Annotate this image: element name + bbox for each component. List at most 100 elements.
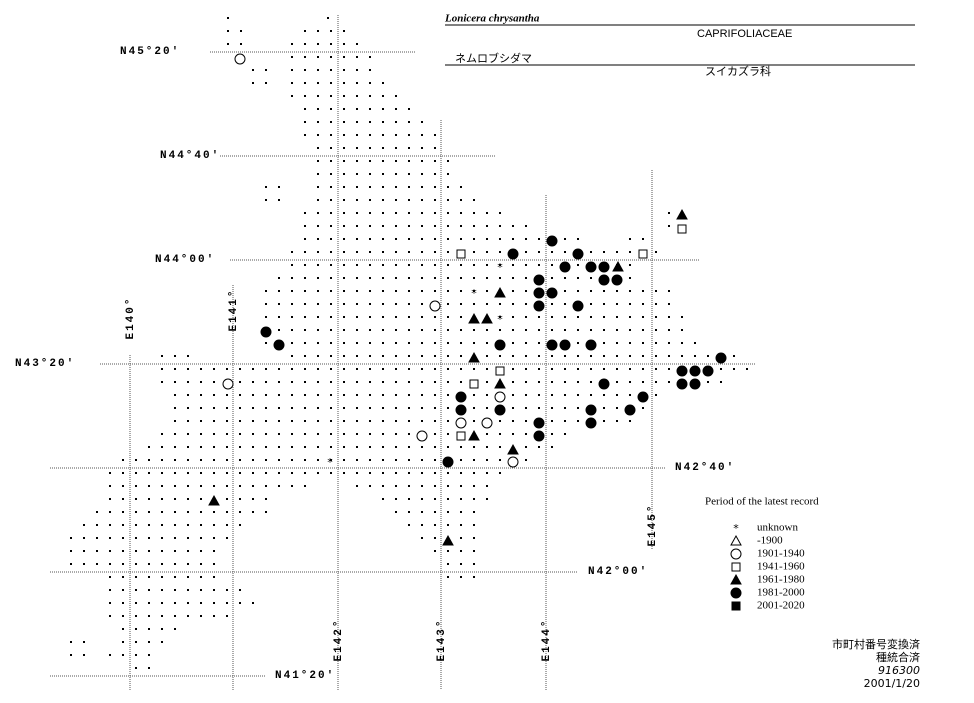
- mesh-dot: [408, 173, 410, 175]
- mesh-dot: [343, 69, 345, 71]
- mesh-dot: [421, 446, 423, 448]
- mesh-dot: [525, 355, 527, 357]
- mesh-dot: [395, 199, 397, 201]
- mesh-dot: [486, 407, 488, 409]
- mesh-dot: [460, 264, 462, 266]
- mesh-dot: [291, 485, 293, 487]
- mesh-dot: [343, 472, 345, 474]
- mesh-dot: [304, 342, 306, 344]
- legend-label: -1900: [757, 535, 783, 547]
- mesh-dot: [304, 238, 306, 240]
- mesh-dot: [148, 446, 150, 448]
- mesh-dot: [421, 459, 423, 461]
- mesh-dot: [642, 381, 644, 383]
- mesh-dot: [330, 446, 332, 448]
- mesh-dot: [226, 485, 228, 487]
- mesh-dot: [642, 407, 644, 409]
- mesh-dot: [200, 485, 202, 487]
- mesh-dot: [252, 368, 254, 370]
- mesh-dot: [616, 368, 618, 370]
- mesh-dot: [304, 355, 306, 357]
- mesh-dot: [486, 303, 488, 305]
- mesh-dot: [577, 277, 579, 279]
- mesh-dot: [317, 407, 319, 409]
- mesh-dot: [200, 563, 202, 565]
- mesh-dot: [421, 368, 423, 370]
- mesh-dot: [473, 472, 475, 474]
- record-symbol: [494, 339, 506, 351]
- record-symbol: [429, 300, 441, 312]
- mesh-dot: [343, 212, 345, 214]
- mesh-dot: [343, 251, 345, 253]
- mesh-dot: [343, 433, 345, 435]
- mesh-dot: [733, 368, 735, 370]
- mesh-dot: [291, 56, 293, 58]
- mesh-dot: [382, 225, 384, 227]
- mesh-dot: [551, 394, 553, 396]
- mesh-dot: [278, 472, 280, 474]
- mesh-dot: [434, 446, 436, 448]
- mesh-dot: [226, 498, 228, 500]
- mesh-dot: [434, 264, 436, 266]
- mesh-dot: [356, 459, 358, 461]
- mesh-dot: [577, 342, 579, 344]
- mesh-dot: [240, 43, 242, 45]
- mesh-dot: [187, 368, 189, 370]
- legend-symbol: [730, 573, 742, 585]
- mesh-dot: [148, 628, 150, 630]
- mesh-dot: [291, 368, 293, 370]
- mesh-dot: [265, 82, 267, 84]
- record-symbol: [598, 274, 610, 286]
- mesh-dot: [434, 511, 436, 513]
- mesh-dot: [590, 251, 592, 253]
- mesh-dot: [473, 212, 475, 214]
- mesh-dot: [174, 394, 176, 396]
- mesh-dot: [408, 407, 410, 409]
- record-symbol: [455, 417, 467, 429]
- mesh-dot: [356, 485, 358, 487]
- mesh-dot: [83, 654, 85, 656]
- longitude-label: E145°: [647, 503, 659, 546]
- mesh-dot: [148, 589, 150, 591]
- mesh-dot: [161, 446, 163, 448]
- mesh-dot: [135, 485, 137, 487]
- mesh-dot: [291, 316, 293, 318]
- mesh-dot: [434, 407, 436, 409]
- mesh-dot: [486, 368, 488, 370]
- mesh-dot: [655, 342, 657, 344]
- latitude-label: N42°40′: [675, 462, 735, 474]
- mesh-dot: [200, 550, 202, 552]
- record-symbol: [468, 312, 480, 324]
- legend-symbol: [731, 562, 741, 572]
- mesh-dot: [577, 316, 579, 318]
- mesh-dot: [252, 459, 254, 461]
- mesh-dot: [317, 446, 319, 448]
- mesh-dot: [343, 95, 345, 97]
- mesh-dot: [668, 355, 670, 357]
- mesh-dot: [434, 212, 436, 214]
- mesh-dot: [122, 550, 124, 552]
- mesh-dot: [460, 550, 462, 552]
- mesh-dot: [434, 420, 436, 422]
- mesh-dot: [148, 485, 150, 487]
- mesh-dot: [265, 407, 267, 409]
- mesh-dot: [343, 407, 345, 409]
- record-symbol: [533, 274, 545, 286]
- mesh-dot: [421, 342, 423, 344]
- mesh-dot: [421, 511, 423, 513]
- mesh-dot: [122, 641, 124, 643]
- mesh-dot: [356, 43, 358, 45]
- mesh-dot: [239, 446, 241, 448]
- mesh-dot: [330, 108, 332, 110]
- mesh-dot: [434, 472, 436, 474]
- mesh-dot: [577, 290, 579, 292]
- mesh-dot: [434, 368, 436, 370]
- mesh-dot: [356, 355, 358, 357]
- mesh-dot: [486, 264, 488, 266]
- mesh-dot: [616, 407, 618, 409]
- mesh-dot: [551, 251, 553, 253]
- mesh-dot: [356, 264, 358, 266]
- mesh-dot: [343, 82, 345, 84]
- mesh-dot: [473, 537, 475, 539]
- mesh-dot: [473, 407, 475, 409]
